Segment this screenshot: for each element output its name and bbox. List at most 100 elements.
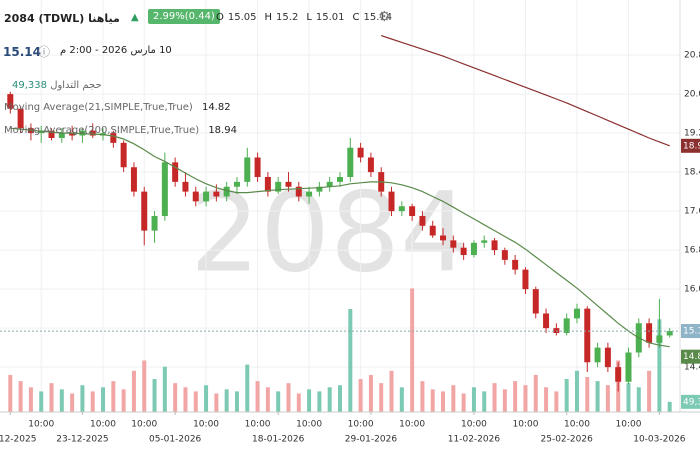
volume-bar: [265, 387, 270, 412]
price-tag: 15.14: [683, 327, 700, 337]
candle-body: [522, 269, 529, 290]
candle-body: [192, 191, 199, 202]
volume-bar: [142, 360, 147, 412]
y-tick-label: 16.80: [684, 246, 700, 256]
volume-bar: [286, 383, 291, 412]
candle-body: [337, 176, 343, 182]
y-tick-label: 16.00: [684, 285, 700, 295]
ma21-tag: 14.82: [683, 352, 700, 362]
volume-bar: [389, 370, 394, 412]
volume-bar: [544, 387, 549, 412]
candle-body: [69, 133, 76, 136]
candle-body: [573, 308, 580, 319]
x-tick-label: 10:00: [348, 420, 374, 430]
x-tick-label: 10:00: [193, 420, 219, 430]
ohlc-label: L: [306, 12, 312, 23]
y-tick-label: 19.20: [684, 129, 700, 139]
x-date-label: 29-01-2026: [345, 435, 398, 445]
volume-bar: [513, 381, 518, 412]
volume-bar: [492, 383, 497, 412]
y-tick-label: 18.40: [684, 168, 700, 178]
volume-bar: [327, 387, 332, 412]
last-price: 15.14: [3, 45, 41, 59]
volume-bar: [564, 379, 569, 412]
candle-body: [48, 130, 55, 138]
ohlc-label: H: [264, 12, 273, 23]
x-tick-label: 10:00: [90, 420, 116, 430]
candle-body: [460, 247, 467, 256]
change-badge: 2.99%(0.44): [148, 9, 220, 24]
candle-body: [17, 108, 24, 129]
x-tick-label: 10:00: [512, 420, 538, 430]
volume-bar: [131, 370, 136, 412]
volume-bar: [338, 385, 342, 412]
ohlc-value: 15.14: [363, 12, 393, 23]
candle-body: [58, 133, 65, 138]
candle-body: [367, 157, 374, 173]
volume-bar: [111, 381, 116, 412]
candle-body: [110, 133, 117, 143]
candle-body: [151, 215, 158, 231]
candle-body: [563, 318, 570, 334]
volume-tag: 49,338: [683, 397, 700, 407]
info-icon[interactable]: ⓘ: [38, 45, 51, 59]
ma-line: [381, 35, 670, 147]
volume-bar: [18, 381, 23, 412]
candle-body: [182, 181, 189, 192]
candle-body: [244, 157, 251, 182]
candle-body: [450, 240, 457, 248]
candle-body: [419, 215, 426, 226]
candle-body: [120, 142, 127, 168]
volume-bar: [523, 385, 528, 412]
volume-bar: [204, 385, 209, 412]
up-arrow: ▲: [131, 12, 139, 23]
candle-body: [429, 225, 436, 236]
candle-body: [532, 289, 539, 314]
x-tick-label: 10:00: [245, 420, 271, 430]
volume-bar: [224, 389, 229, 412]
candle-body: [543, 313, 550, 329]
candle-body: [275, 181, 282, 192]
candle-body: [584, 308, 591, 363]
candle-body: [388, 191, 395, 212]
candle-body: [615, 367, 622, 382]
legend-value: 49,338: [12, 80, 47, 91]
candle-body: [233, 181, 240, 187]
price-tag-bg: [681, 324, 700, 339]
candle-body: [656, 335, 663, 343]
candle-body: [594, 347, 601, 363]
volume-bar: [595, 381, 600, 412]
legend-label: Moving Average(21,SIMPLE,True,True): [4, 102, 193, 113]
candle-body: [440, 235, 447, 241]
volume-bar: [368, 374, 373, 412]
volume-bar: [647, 370, 652, 412]
ohlc: O 15.05 H 15.2 L 15.01 C 15.14: [216, 12, 400, 23]
x-date-label: 10-12-2025: [0, 435, 36, 445]
symbol: 2084 (TDWL) مياهنا: [4, 12, 120, 25]
candle-body: [316, 186, 323, 192]
volume-bar: [193, 391, 198, 412]
ma21-tag-bg: [681, 349, 700, 364]
candle-body: [7, 94, 14, 109]
candle-body: [501, 250, 508, 260]
volume-bar: [574, 370, 579, 412]
ma200-tag: 18.94: [683, 141, 700, 151]
settings-icon[interactable]: ⚙: [378, 9, 391, 25]
volume-bar: [80, 385, 85, 412]
x-date-label: 18-01-2026: [252, 435, 305, 445]
x-date-label: 23-12-2025: [56, 435, 108, 445]
volume-bar: [441, 391, 446, 412]
volume-bar: [554, 391, 559, 412]
candle-body: [213, 191, 220, 197]
y-tick-label: 20.00: [684, 90, 700, 100]
volume-bar: [255, 381, 260, 412]
candle-body: [130, 167, 137, 192]
x-tick-label: 10:00: [399, 420, 425, 430]
volume-bar: [234, 391, 239, 412]
volume-bar: [502, 389, 507, 412]
candle-body: [203, 191, 210, 202]
legend-volume: حجم التداول 49,338: [4, 80, 102, 91]
ma200-tag-bg: [681, 138, 700, 153]
volume-bar: [399, 387, 404, 412]
legend-ma200: Moving Average(200,SIMPLE,True,True) 18.…: [4, 125, 237, 136]
